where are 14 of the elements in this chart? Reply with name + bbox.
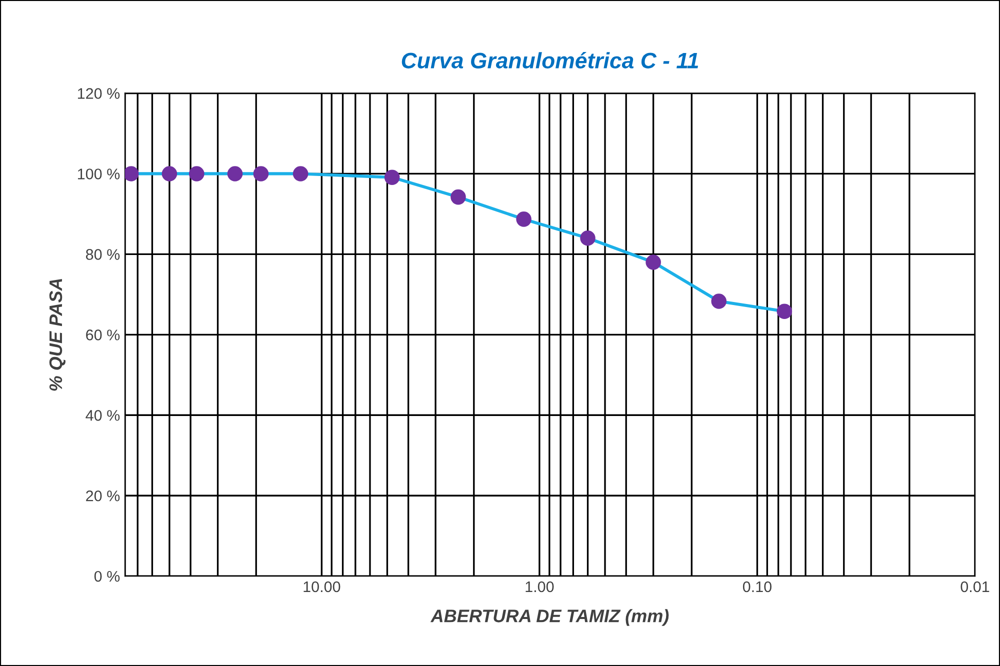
x-tick-label: 0.10 (742, 581, 772, 592)
x-tick-label: 0.01 (960, 581, 990, 592)
y-axis-title: % QUE PASA (49, 278, 66, 391)
y-tick-label: 40 % (86, 410, 120, 421)
y-tick-label: 120 % (78, 88, 120, 99)
y-tick-label: 0 % (94, 570, 120, 582)
y-tick-label: 60 % (86, 330, 120, 340)
y-tick-label: 20 % (86, 490, 120, 502)
chart-title: Curva Granulométrica C - 11 (402, 52, 698, 68)
y-tick-label: 100 % (78, 168, 120, 180)
x-axis-title: ABERTURA DE TAMIZ (mm) (430, 609, 669, 626)
x-tick-label: 1.00 (526, 581, 554, 592)
x-tick-label: 10.00 (304, 581, 340, 592)
y-tick-label: 80 % (86, 249, 120, 260)
